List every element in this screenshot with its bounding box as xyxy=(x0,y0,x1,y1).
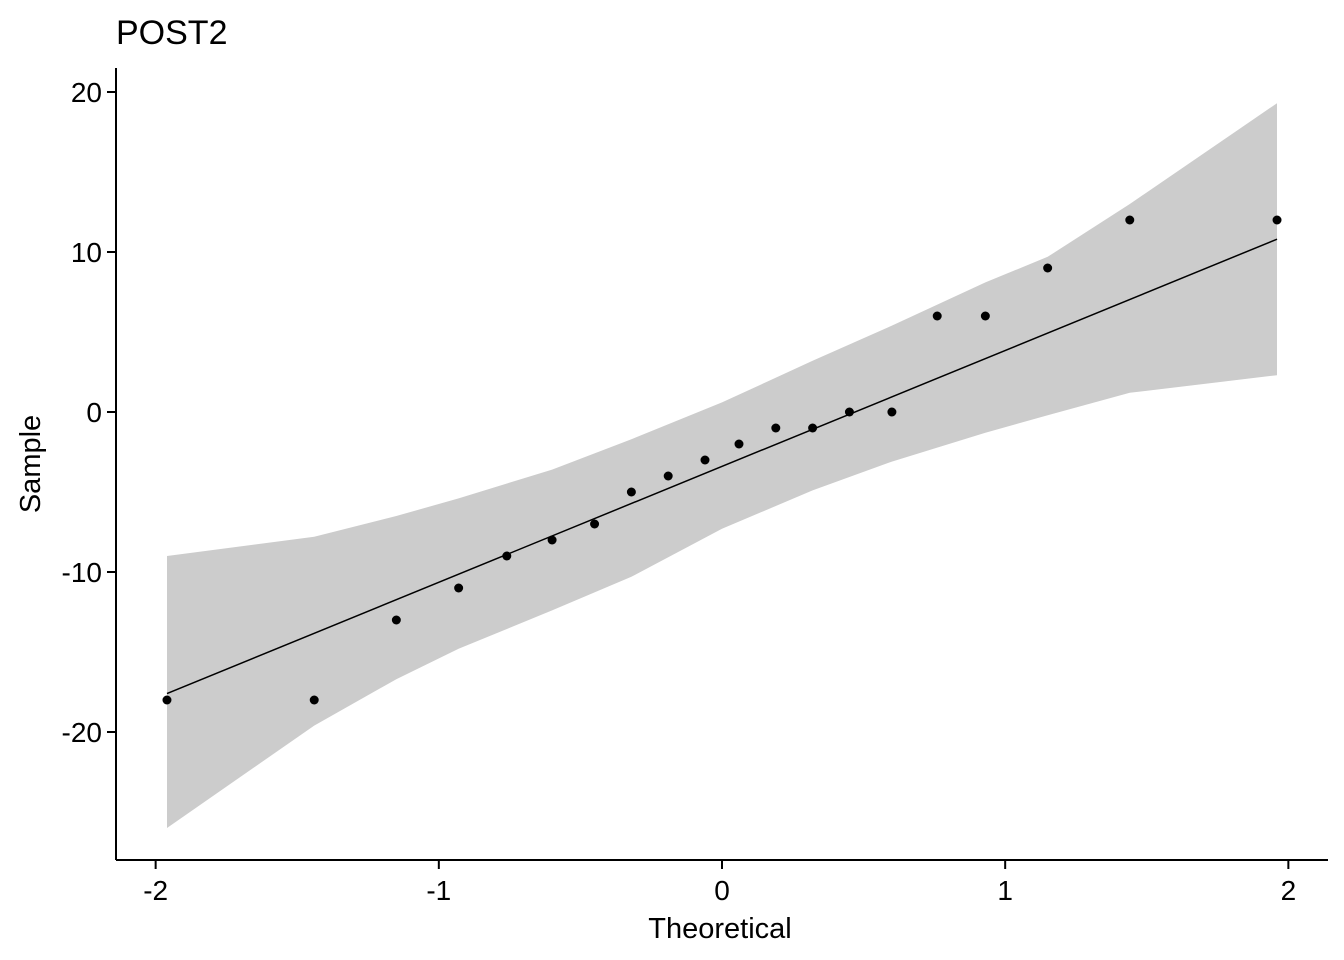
data-point xyxy=(980,311,990,321)
data-point xyxy=(162,695,172,705)
data-point xyxy=(932,311,942,321)
data-point xyxy=(808,423,818,433)
y-tick-label: 10 xyxy=(71,237,102,268)
y-tick-label: 0 xyxy=(86,397,102,428)
x-tick-label: -1 xyxy=(426,875,451,906)
y-axis-ticks: -20 -10 0 10 20 xyxy=(62,77,116,748)
x-axis-title: Theoretical xyxy=(648,913,791,945)
plot-title: POST2 xyxy=(116,14,227,52)
data-point xyxy=(590,519,600,529)
data-point xyxy=(771,423,781,433)
data-point xyxy=(1125,215,1135,225)
x-tick-label: 2 xyxy=(1281,875,1297,906)
y-tick-label: -20 xyxy=(62,717,102,748)
data-point xyxy=(454,583,464,593)
data-point xyxy=(502,551,512,561)
data-point xyxy=(1272,215,1282,225)
reference-line xyxy=(166,238,1278,695)
x-tick-label: -2 xyxy=(143,875,168,906)
data-point xyxy=(547,535,557,545)
data-point xyxy=(734,439,744,449)
data-point xyxy=(626,487,636,497)
data-points-layer xyxy=(162,215,1282,705)
y-tick-label: 20 xyxy=(71,77,102,108)
data-point xyxy=(391,615,401,625)
data-point xyxy=(309,695,319,705)
data-point xyxy=(1043,263,1053,273)
data-point xyxy=(700,455,710,465)
x-tick-label: 1 xyxy=(997,875,1013,906)
reference-line-layer xyxy=(166,238,1278,695)
y-tick-label: -10 xyxy=(62,557,102,588)
data-point xyxy=(887,407,897,417)
data-point xyxy=(844,407,854,417)
x-axis-ticks: -2 -1 0 1 2 xyxy=(143,860,1296,906)
data-point xyxy=(663,471,673,481)
x-tick-label: 0 xyxy=(714,875,730,906)
y-axis-title: Sample xyxy=(15,415,47,513)
